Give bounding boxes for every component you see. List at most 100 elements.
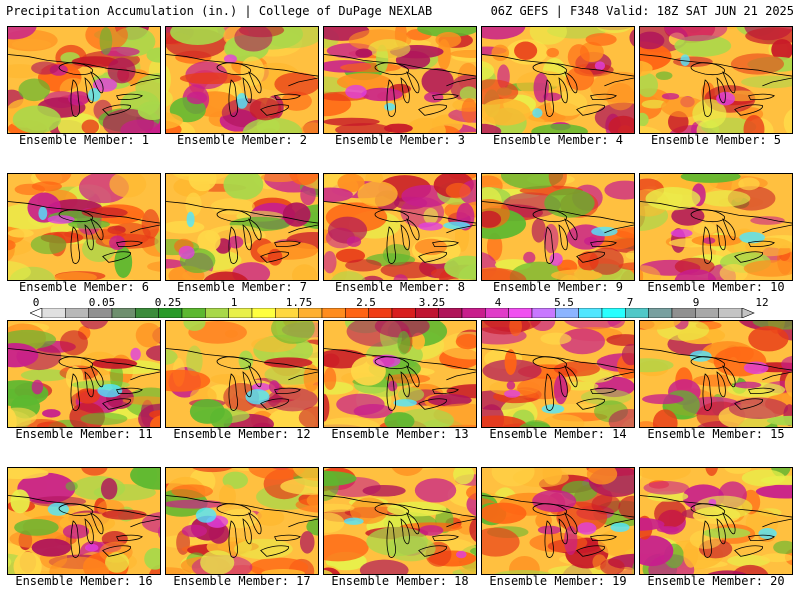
ensemble-member-map [323, 26, 477, 134]
ensemble-member-map [7, 467, 161, 575]
scale-color-swatch [158, 308, 183, 318]
precipitation-field [482, 27, 634, 133]
scale-tick-label: 0.25 [154, 296, 182, 309]
ensemble-member-label: Ensemble Member: 12 [173, 427, 311, 441]
scale-color-swatch [368, 308, 393, 318]
scale-min-arrow [30, 308, 43, 318]
scale-color-swatch [111, 308, 136, 318]
precipitation-field [8, 27, 160, 133]
ensemble-member-map [165, 173, 319, 281]
scale-color-swatch [508, 308, 533, 318]
scale-tick-label: 0 [32, 296, 40, 309]
scale-color-swatch [438, 308, 463, 318]
map-title: Precipitation Accumulation (in.) | Colle… [6, 4, 433, 18]
precipitation-field [8, 174, 160, 280]
ensemble-member-label: Ensemble Member: 18 [331, 574, 469, 588]
ensemble-member-map [7, 320, 161, 428]
scale-color-swatch [671, 308, 696, 318]
precipitation-field [324, 468, 476, 574]
precipitation-field [640, 321, 792, 427]
scale-color-swatch [695, 308, 719, 318]
ensemble-member-map [165, 467, 319, 575]
scale-color-swatch [531, 308, 556, 318]
ensemble-member-label: Ensemble Member: 5 [650, 133, 782, 147]
precipitation-field [482, 174, 634, 280]
scale-color-swatch [485, 308, 509, 318]
scale-tick-label: 9 [692, 296, 700, 309]
ensemble-member-label: Ensemble Member: 7 [176, 280, 308, 294]
ensemble-member-label: Ensemble Member: 8 [334, 280, 466, 294]
ensemble-member-map [481, 173, 635, 281]
ensemble-member-label: Ensemble Member: 2 [176, 133, 308, 147]
scale-color-swatch [181, 308, 206, 318]
ensemble-member-label: Ensemble Member: 16 [15, 574, 153, 588]
ensemble-member-map [481, 320, 635, 428]
ensemble-member-label: Ensemble Member: 14 [489, 427, 627, 441]
precipitation-field [8, 468, 160, 574]
scale-color-swatch [251, 308, 276, 318]
ensemble-member-label: Ensemble Member: 6 [18, 280, 150, 294]
ensemble-member-map [639, 320, 793, 428]
precipitation-field [324, 174, 476, 280]
scale-max-arrow [741, 308, 755, 318]
scale-tick-label: 4 [494, 296, 502, 309]
ensemble-member-map [481, 26, 635, 134]
ensemble-member-map [323, 173, 477, 281]
scale-color-swatch [88, 308, 113, 318]
scale-tick-label: 5.5 [554, 296, 574, 309]
scale-color-swatch [391, 308, 416, 318]
scale-color-swatch [461, 308, 486, 318]
ensemble-member-label: Ensemble Member: 4 [492, 133, 624, 147]
scale-tick-label: 0.05 [88, 296, 116, 309]
precipitation-field [166, 174, 318, 280]
ensemble-member-label: Ensemble Member: 9 [492, 280, 624, 294]
scale-color-swatch [228, 308, 253, 318]
precipitation-field [8, 321, 160, 427]
scale-color-swatch [415, 308, 439, 318]
scale-color-swatch [648, 308, 673, 318]
ensemble-member-label: Ensemble Member: 17 [173, 574, 311, 588]
scale-color-swatch [298, 308, 323, 318]
ensemble-member-map [7, 26, 161, 134]
scale-color-swatch [578, 308, 603, 318]
scale-tick-label: 12 [755, 296, 769, 309]
scale-color-swatch [321, 308, 346, 318]
scale-tick-label: 7 [626, 296, 634, 309]
ensemble-member-map [639, 173, 793, 281]
ensemble-member-label: Ensemble Member: 3 [334, 133, 466, 147]
scale-color-swatch [555, 308, 579, 318]
precipitation-field [640, 174, 792, 280]
precipitation-field [324, 321, 476, 427]
ensemble-member-label: Ensemble Member: 15 [647, 427, 785, 441]
scale-tick-label: 3.25 [418, 296, 446, 309]
ensemble-member-label: Ensemble Member: 10 [647, 280, 785, 294]
scale-color-swatch [625, 308, 649, 318]
precipitation-field [640, 468, 792, 574]
scale-color-swatch [65, 308, 89, 318]
ensemble-member-map [323, 467, 477, 575]
color-scale-bar [30, 308, 755, 318]
ensemble-member-map [165, 320, 319, 428]
ensemble-member-label: Ensemble Member: 11 [15, 427, 153, 441]
ensemble-member-map [639, 26, 793, 134]
scale-tick-label: 1 [230, 296, 238, 309]
scale-color-swatch [345, 308, 369, 318]
precipitation-field [482, 468, 634, 574]
precipitation-field [166, 321, 318, 427]
ensemble-member-map [323, 320, 477, 428]
precipitation-field [166, 468, 318, 574]
ensemble-member-map [639, 467, 793, 575]
ensemble-member-label: Ensemble Member: 19 [489, 574, 627, 588]
scale-color-swatch [601, 308, 626, 318]
precipitation-field [324, 27, 476, 133]
precipitation-field [640, 27, 792, 133]
ensemble-member-map [7, 173, 161, 281]
scale-color-swatch [205, 308, 229, 318]
ensemble-member-map [481, 467, 635, 575]
ensemble-member-label: Ensemble Member: 20 [647, 574, 785, 588]
scale-color-swatch [275, 308, 299, 318]
scale-tick-label: 2.5 [356, 296, 376, 309]
scale-color-swatch [41, 308, 66, 318]
model-run-info: 06Z GEFS | F348 Valid: 18Z SAT JUN 21 20… [490, 4, 794, 18]
ensemble-member-map [165, 26, 319, 134]
